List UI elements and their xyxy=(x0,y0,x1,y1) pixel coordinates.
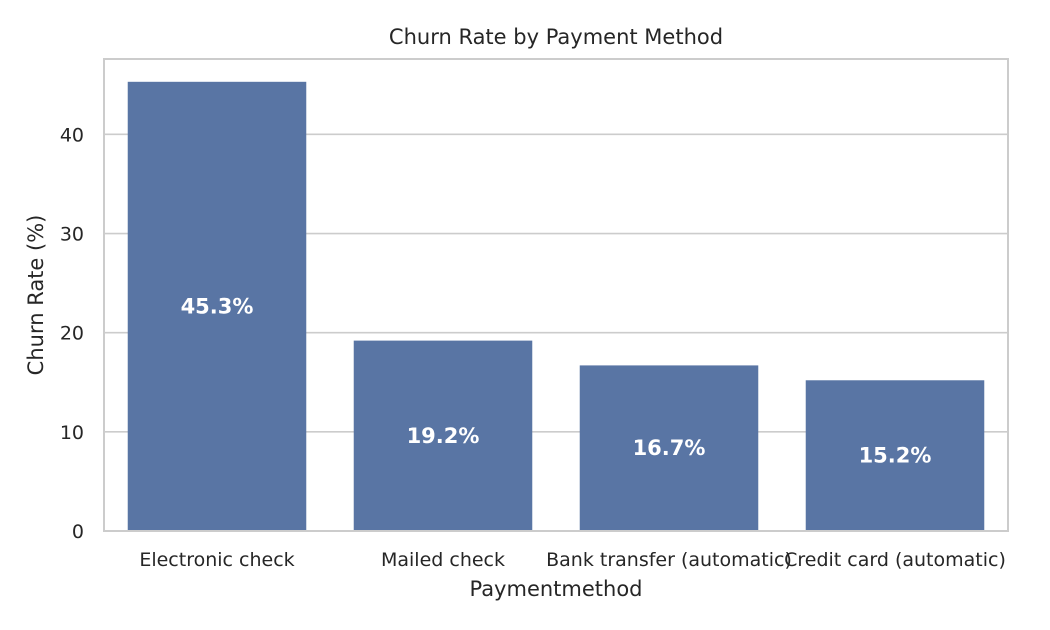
plot-frame xyxy=(103,58,1009,532)
x-tick-label: Mailed check xyxy=(381,549,505,571)
x-tick-label: Credit card (automatic) xyxy=(784,549,1006,571)
y-tick-label: 0 xyxy=(72,521,84,543)
bars xyxy=(127,81,985,531)
bar-value-label: 19.2% xyxy=(407,424,480,448)
bar-value-label: 15.2% xyxy=(859,444,932,468)
data-labels: 45.3% 19.2% 16.7% 15.2% xyxy=(181,294,932,467)
y-tick-label: 10 xyxy=(60,422,84,444)
bar xyxy=(353,340,533,531)
x-tick-label: Electronic check xyxy=(139,549,294,571)
bar xyxy=(579,365,759,531)
bar xyxy=(127,81,307,531)
x-axis-ticks: Electronic check Mailed check Bank transfe… xyxy=(139,549,1006,571)
bar-value-label: 16.7% xyxy=(633,436,706,460)
bar-value-label: 45.3% xyxy=(181,294,254,318)
chart-title: Churn Rate by Payment Method xyxy=(389,25,723,49)
y-axis-ticks: 0 10 20 30 40 xyxy=(60,124,84,543)
y-tick-label: 30 xyxy=(60,224,84,246)
x-axis-label: Paymentmethod xyxy=(469,577,642,601)
y-tick-label: 20 xyxy=(60,323,84,345)
bar xyxy=(805,380,985,531)
x-tick-label: Bank transfer (automatic) xyxy=(546,549,792,571)
y-axis-label: Churn Rate (%) xyxy=(24,215,48,376)
y-tick-label: 40 xyxy=(60,124,84,146)
